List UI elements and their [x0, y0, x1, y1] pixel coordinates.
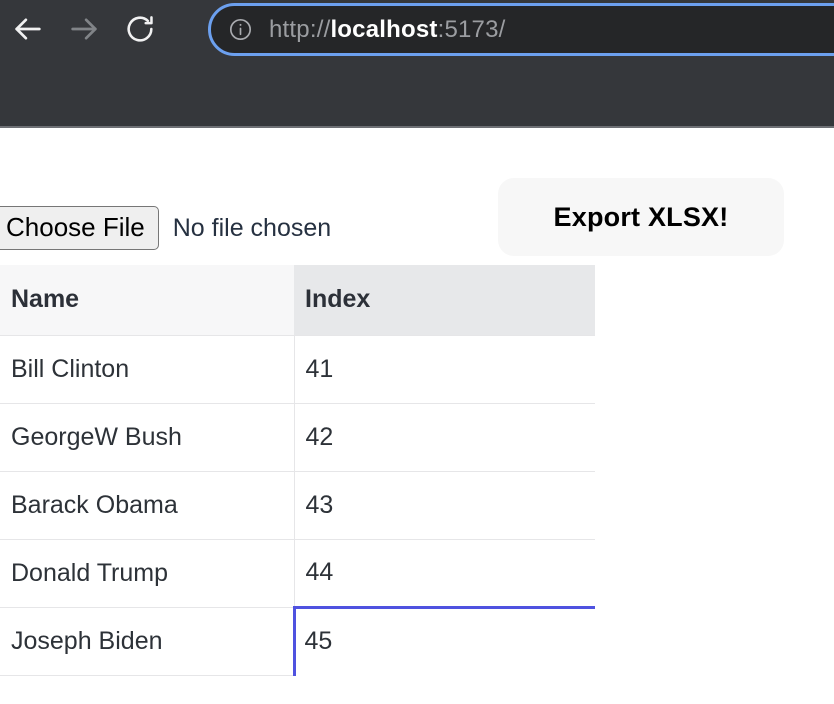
cell-name[interactable]: GeorgeW Bush [0, 403, 295, 472]
table-row[interactable]: GeorgeW Bush 42 [0, 403, 595, 472]
column-header-name[interactable]: Name [0, 265, 294, 336]
reload-icon [124, 13, 156, 45]
arrow-right-icon [67, 12, 101, 46]
table-row[interactable]: Donald Trump 44 [0, 539, 595, 608]
cell-index[interactable]: 44 [294, 539, 595, 608]
export-xlsx-button[interactable]: Export XLSX! [498, 178, 784, 256]
address-bar[interactable]: http://localhost:5173/ [208, 3, 834, 56]
cell-name[interactable]: Bill Clinton [0, 335, 295, 404]
info-circle-icon[interactable] [228, 17, 253, 42]
cell-index[interactable]: 43 [294, 471, 595, 540]
controls-row: Choose File No file chosen Export XLSX! [0, 178, 834, 256]
browser-chrome: http://localhost:5173/ [0, 0, 834, 128]
table-row[interactable]: Bill Clinton 41 [0, 335, 595, 404]
cell-index[interactable]: 42 [294, 403, 595, 472]
cell-name[interactable]: Joseph Biden [0, 607, 294, 676]
cell-index-focused[interactable]: 45 [292, 605, 595, 675]
url-scheme: http:// [269, 15, 331, 43]
cell-index[interactable]: 41 [294, 335, 595, 404]
table-header: Name Index [0, 265, 595, 336]
column-header-index[interactable]: Index [294, 265, 595, 336]
cell-name[interactable]: Barack Obama [0, 471, 295, 540]
url-port-path: :5173/ [437, 15, 506, 43]
data-table: Name Index Bill Clinton 41 GeorgeW Bush … [0, 265, 595, 676]
back-button[interactable] [0, 0, 56, 58]
file-upload-input[interactable]: Choose File No file chosen [0, 206, 332, 251]
page-content: Choose File No file chosen Export XLSX! … [0, 130, 834, 704]
url-host: localhost [330, 15, 438, 43]
choose-file-button[interactable]: Choose File [0, 206, 159, 251]
table-row[interactable]: Barack Obama 43 [0, 471, 595, 540]
cell-name[interactable]: Donald Trump [0, 539, 295, 608]
arrow-left-icon [11, 12, 45, 46]
browser-nav-controls [0, 0, 168, 58]
file-status-text: No file chosen [172, 213, 332, 242]
forward-button[interactable] [56, 0, 112, 58]
reload-button[interactable] [112, 0, 168, 58]
address-bar-url: http://localhost:5173/ [269, 16, 506, 44]
table-header-row: Name Index [0, 265, 595, 336]
table-body: Bill Clinton 41 GeorgeW Bush 42 Barack O… [0, 335, 595, 676]
table-row[interactable]: Joseph Biden 45 [0, 605, 595, 676]
